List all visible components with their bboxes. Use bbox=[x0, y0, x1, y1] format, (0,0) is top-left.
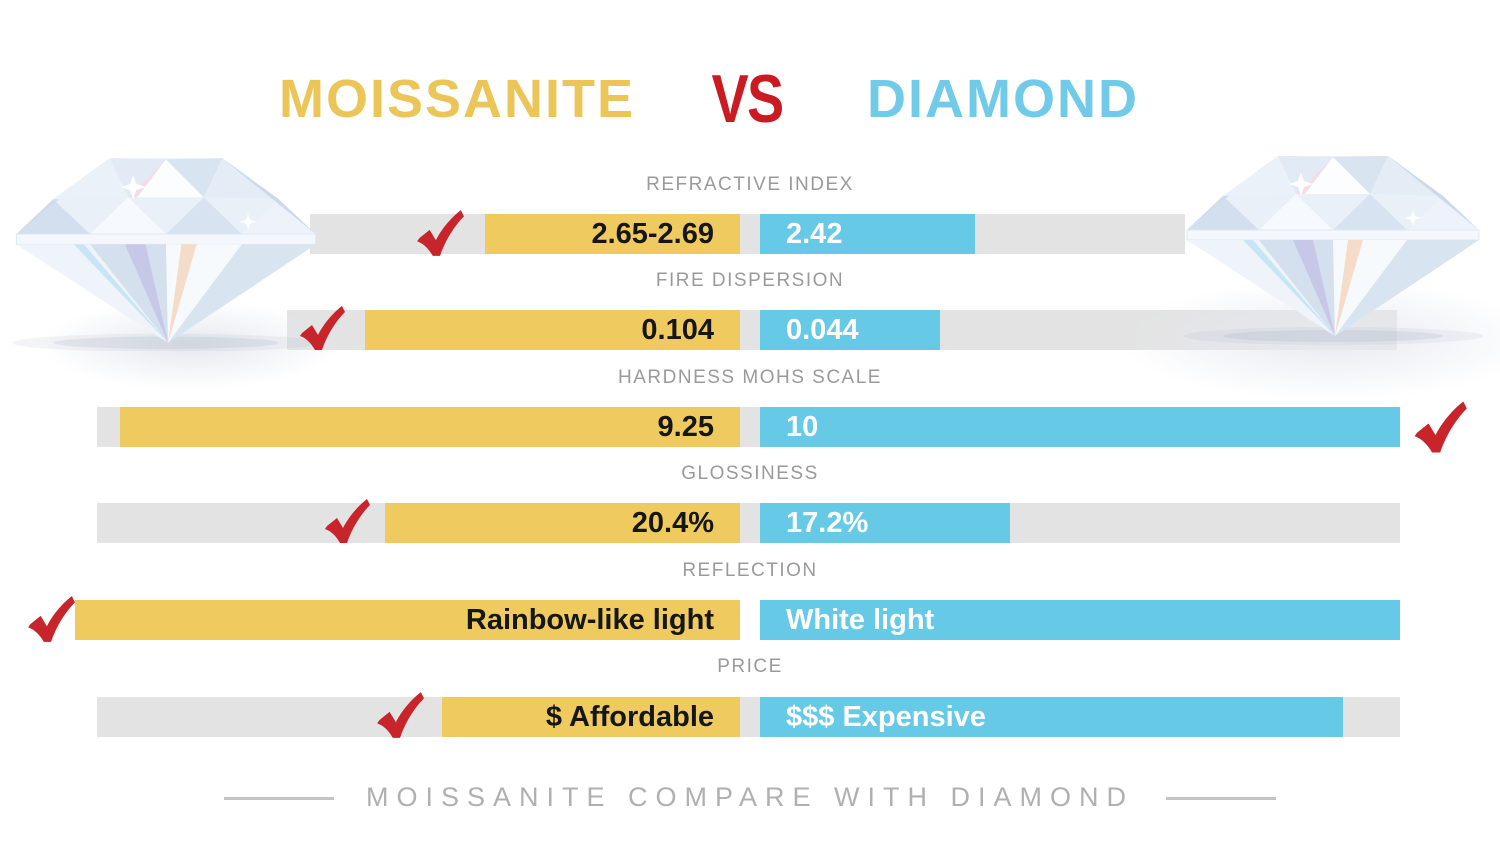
moissanite-bar: 9.25 bbox=[120, 407, 740, 447]
moissanite-bar: 2.65-2.69 bbox=[485, 214, 740, 254]
bar-track bbox=[97, 503, 1400, 543]
row-label: PRICE bbox=[717, 656, 783, 677]
moissanite-value: 2.65-2.69 bbox=[591, 217, 714, 250]
diamond-bar: White light bbox=[760, 600, 1400, 640]
diamond-value: 10 bbox=[786, 410, 819, 443]
moissanite-value: $ Affordable bbox=[545, 700, 714, 733]
moissanite-value: 20.4% bbox=[631, 506, 714, 539]
footer-divider-left bbox=[224, 797, 334, 800]
row-label: REFRACTIVE INDEX bbox=[646, 174, 854, 195]
diamond-image-left bbox=[12, 158, 320, 351]
title-diamond: DIAMOND bbox=[867, 69, 1139, 129]
row-label: GLOSSINESS bbox=[681, 463, 819, 484]
moissanite-value: Rainbow-like light bbox=[465, 603, 714, 636]
diamond-value: 17.2% bbox=[786, 506, 869, 539]
diamond-value: White light bbox=[786, 603, 935, 636]
winner-check-icon bbox=[417, 210, 464, 256]
footer-caption: MOISSANITE COMPARE WITH DIAMOND bbox=[365, 782, 1135, 812]
moissanite-bar: 20.4% bbox=[385, 503, 740, 543]
row-label: FIRE DISPERSION bbox=[655, 270, 845, 291]
diamond-image-right bbox=[1183, 156, 1483, 345]
diamond-bar: 0.044 bbox=[760, 310, 940, 350]
row-label: HARDNESS MOHS SCALE bbox=[618, 367, 882, 388]
winner-check-icon bbox=[1414, 401, 1467, 453]
diamond-value: $$$ Expensive bbox=[786, 700, 986, 733]
diamond-value: 0.044 bbox=[786, 313, 859, 346]
winner-check-icon bbox=[300, 306, 345, 350]
row-label: REFLECTION bbox=[682, 560, 818, 581]
diamond-bar: $$$ Expensive bbox=[760, 697, 1343, 737]
moissanite-bar: Rainbow-like light bbox=[75, 600, 740, 640]
moissanite-bar: $ Affordable bbox=[442, 697, 740, 737]
winner-check-icon bbox=[325, 499, 370, 543]
moissanite-value: 9.25 bbox=[657, 410, 714, 443]
diamond-bar: 2.42 bbox=[760, 214, 975, 254]
moissanite-bar: 0.104 bbox=[365, 310, 740, 350]
diamond-bar: 17.2% bbox=[760, 503, 1010, 543]
footer-divider-right bbox=[1166, 797, 1276, 800]
winner-check-icon bbox=[377, 692, 424, 738]
diamond-bar: 10 bbox=[760, 407, 1400, 447]
moissanite-value: 0.104 bbox=[641, 313, 714, 346]
title-moissanite: MOISSANITE bbox=[278, 69, 636, 129]
winner-check-icon bbox=[28, 596, 75, 642]
diamond-value: 2.42 bbox=[786, 217, 843, 250]
title-vs: VS bbox=[711, 61, 784, 137]
